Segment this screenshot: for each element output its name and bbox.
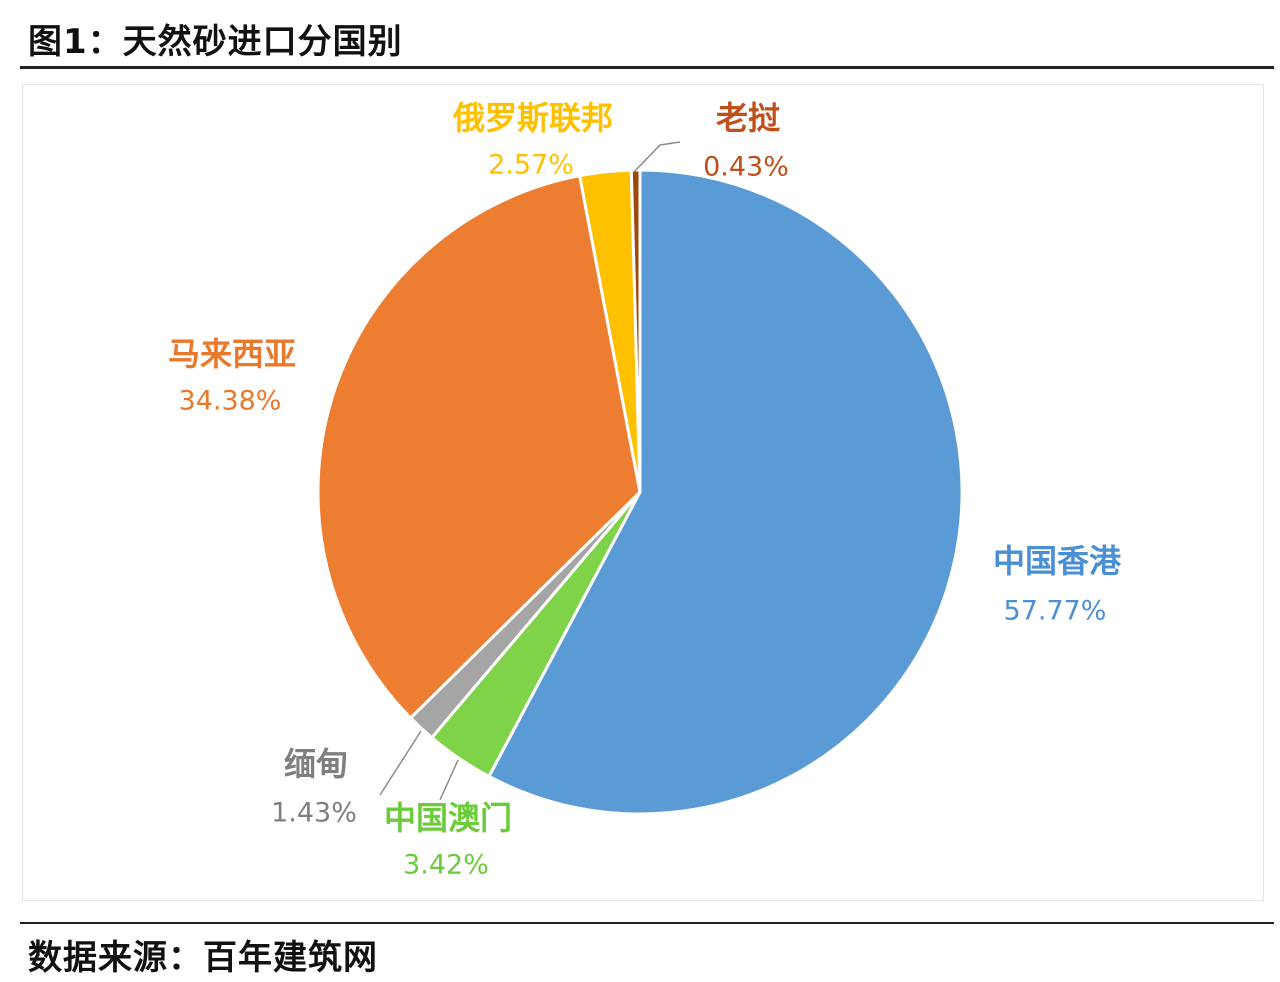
slice-label-value-5: 0.43%: [703, 152, 789, 183]
leader-line-1: [439, 759, 459, 801]
pie-slice-3: [316, 173, 642, 721]
slice-label-value-1: 3.42%: [403, 850, 489, 881]
pie-slice-0: [486, 168, 964, 816]
slice-label-name-2: 缅甸: [284, 745, 348, 783]
slice-label-value-0: 57.77%: [1004, 596, 1107, 627]
data-source: 数据来源：百年建筑网: [28, 938, 378, 978]
source-divider: [20, 922, 1274, 924]
leader-line-2: [379, 730, 422, 796]
slice-label-value-3: 34.38%: [179, 386, 282, 417]
chart-title: 图1：天然砂进口分国别: [28, 22, 403, 62]
slice-label-name-1: 中国澳门: [384, 799, 512, 837]
title-divider: [20, 66, 1274, 69]
slice-label-value-2: 1.43%: [271, 798, 357, 829]
slice-label-value-4: 2.57%: [488, 150, 574, 181]
slice-label-name-0: 中国香港: [993, 542, 1122, 580]
slice-label-name-3: 马来西亚: [168, 335, 296, 373]
slice-label-name-4: 俄罗斯联邦: [452, 99, 613, 137]
leader-line-5: [633, 141, 681, 173]
slice-label-name-5: 老挝: [716, 99, 780, 137]
